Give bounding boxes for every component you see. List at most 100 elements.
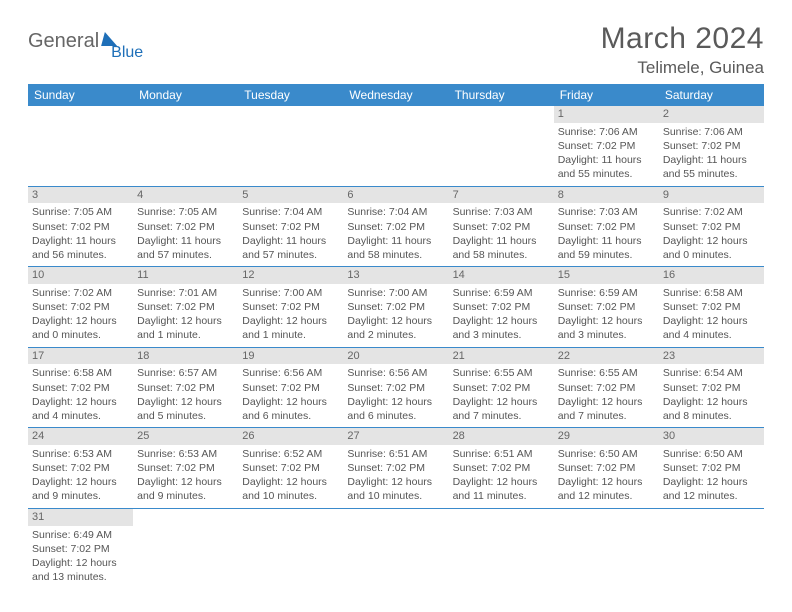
sunset-line: Sunset: 7:02 PM — [242, 381, 339, 395]
sunrise-line: Sunrise: 7:00 AM — [242, 286, 339, 300]
daylight-line-1: Daylight: 12 hours — [663, 234, 760, 248]
daylight-line-1: Daylight: 12 hours — [453, 395, 550, 409]
daylight-line-2: and 1 minute. — [137, 328, 234, 342]
calendar-day-cell: 2Sunrise: 7:06 AMSunset: 7:02 PMDaylight… — [659, 106, 764, 186]
daylight-line-1: Daylight: 12 hours — [242, 395, 339, 409]
sunset-line: Sunset: 7:02 PM — [453, 220, 550, 234]
day-number: 21 — [449, 348, 554, 365]
calendar-day-cell: 6Sunrise: 7:04 AMSunset: 7:02 PMDaylight… — [343, 186, 448, 267]
weekday-header-row: Sunday Monday Tuesday Wednesday Thursday… — [28, 84, 764, 106]
sunrise-line: Sunrise: 6:55 AM — [558, 366, 655, 380]
sunset-line: Sunset: 7:02 PM — [663, 461, 760, 475]
daylight-line-1: Daylight: 12 hours — [558, 314, 655, 328]
daylight-line-2: and 3 minutes. — [558, 328, 655, 342]
calendar-day-cell — [343, 106, 448, 186]
daylight-line-2: and 10 minutes. — [347, 489, 444, 503]
sunset-line: Sunset: 7:02 PM — [242, 461, 339, 475]
logo-text-general: General — [28, 30, 99, 53]
calendar-week-row: 1Sunrise: 7:06 AMSunset: 7:02 PMDaylight… — [28, 106, 764, 186]
sunset-line: Sunset: 7:02 PM — [242, 220, 339, 234]
day-number: 7 — [449, 187, 554, 204]
sunset-line: Sunset: 7:02 PM — [32, 461, 129, 475]
day-number: 6 — [343, 187, 448, 204]
sunrise-line: Sunrise: 6:51 AM — [453, 447, 550, 461]
calendar-day-cell — [343, 508, 448, 588]
daylight-line-1: Daylight: 12 hours — [137, 395, 234, 409]
sunset-line: Sunset: 7:02 PM — [347, 381, 444, 395]
day-number: 3 — [28, 187, 133, 204]
sunset-line: Sunset: 7:02 PM — [137, 381, 234, 395]
day-number: 19 — [238, 348, 343, 365]
month-title: March 2024 — [601, 22, 764, 56]
day-number: 13 — [343, 267, 448, 284]
calendar-day-cell — [133, 106, 238, 186]
weekday-header: Monday — [133, 84, 238, 106]
calendar-day-cell — [449, 106, 554, 186]
sunset-line: Sunset: 7:02 PM — [137, 220, 234, 234]
calendar-day-cell — [133, 508, 238, 588]
daylight-line-1: Daylight: 12 hours — [137, 314, 234, 328]
sunrise-line: Sunrise: 7:02 AM — [663, 205, 760, 219]
calendar-day-cell: 23Sunrise: 6:54 AMSunset: 7:02 PMDayligh… — [659, 347, 764, 428]
day-number: 22 — [554, 348, 659, 365]
sunrise-line: Sunrise: 7:05 AM — [137, 205, 234, 219]
daylight-line-2: and 13 minutes. — [32, 570, 129, 584]
daylight-line-1: Daylight: 12 hours — [663, 395, 760, 409]
sunset-line: Sunset: 7:02 PM — [347, 220, 444, 234]
day-number: 15 — [554, 267, 659, 284]
daylight-line-2: and 6 minutes. — [347, 409, 444, 423]
header: General Blue March 2024 Telimele, Guinea — [28, 22, 764, 78]
daylight-line-2: and 5 minutes. — [137, 409, 234, 423]
calendar-day-cell: 21Sunrise: 6:55 AMSunset: 7:02 PMDayligh… — [449, 347, 554, 428]
sunset-line: Sunset: 7:02 PM — [663, 381, 760, 395]
title-block: March 2024 Telimele, Guinea — [601, 22, 764, 78]
calendar-day-cell: 4Sunrise: 7:05 AMSunset: 7:02 PMDaylight… — [133, 186, 238, 267]
daylight-line-2: and 1 minute. — [242, 328, 339, 342]
weekday-header: Tuesday — [238, 84, 343, 106]
sunrise-line: Sunrise: 6:54 AM — [663, 366, 760, 380]
daylight-line-2: and 56 minutes. — [32, 248, 129, 262]
calendar-day-cell: 8Sunrise: 7:03 AMSunset: 7:02 PMDaylight… — [554, 186, 659, 267]
calendar-day-cell: 5Sunrise: 7:04 AMSunset: 7:02 PMDaylight… — [238, 186, 343, 267]
sunrise-line: Sunrise: 6:51 AM — [347, 447, 444, 461]
daylight-line-1: Daylight: 12 hours — [558, 395, 655, 409]
daylight-line-2: and 8 minutes. — [663, 409, 760, 423]
daylight-line-2: and 58 minutes. — [453, 248, 550, 262]
sunset-line: Sunset: 7:02 PM — [663, 220, 760, 234]
sunset-line: Sunset: 7:02 PM — [558, 300, 655, 314]
daylight-line-2: and 58 minutes. — [347, 248, 444, 262]
sunrise-line: Sunrise: 6:52 AM — [242, 447, 339, 461]
daylight-line-1: Daylight: 12 hours — [137, 475, 234, 489]
calendar-day-cell: 31Sunrise: 6:49 AMSunset: 7:02 PMDayligh… — [28, 508, 133, 588]
day-number: 31 — [28, 509, 133, 526]
daylight-line-1: Daylight: 12 hours — [32, 475, 129, 489]
day-number: 17 — [28, 348, 133, 365]
sunrise-line: Sunrise: 6:53 AM — [137, 447, 234, 461]
sunset-line: Sunset: 7:02 PM — [558, 381, 655, 395]
calendar-day-cell: 22Sunrise: 6:55 AMSunset: 7:02 PMDayligh… — [554, 347, 659, 428]
calendar-day-cell: 27Sunrise: 6:51 AMSunset: 7:02 PMDayligh… — [343, 428, 448, 509]
weekday-header: Sunday — [28, 84, 133, 106]
sunset-line: Sunset: 7:02 PM — [137, 300, 234, 314]
calendar-day-cell — [659, 508, 764, 588]
sunrise-line: Sunrise: 7:00 AM — [347, 286, 444, 300]
sunrise-line: Sunrise: 7:06 AM — [558, 125, 655, 139]
sunset-line: Sunset: 7:02 PM — [558, 139, 655, 153]
day-number: 4 — [133, 187, 238, 204]
sunset-line: Sunset: 7:02 PM — [32, 542, 129, 556]
daylight-line-1: Daylight: 12 hours — [32, 314, 129, 328]
logo-text-blue: Blue — [111, 44, 143, 62]
sunset-line: Sunset: 7:02 PM — [347, 300, 444, 314]
sunset-line: Sunset: 7:02 PM — [558, 461, 655, 475]
sunrise-line: Sunrise: 6:49 AM — [32, 528, 129, 542]
day-number: 18 — [133, 348, 238, 365]
calendar-day-cell: 28Sunrise: 6:51 AMSunset: 7:02 PMDayligh… — [449, 428, 554, 509]
day-number: 25 — [133, 428, 238, 445]
daylight-line-1: Daylight: 11 hours — [663, 153, 760, 167]
daylight-line-2: and 12 minutes. — [558, 489, 655, 503]
day-number: 26 — [238, 428, 343, 445]
calendar-day-cell — [28, 106, 133, 186]
weekday-header: Thursday — [449, 84, 554, 106]
sunrise-line: Sunrise: 6:58 AM — [32, 366, 129, 380]
calendar-day-cell — [238, 106, 343, 186]
